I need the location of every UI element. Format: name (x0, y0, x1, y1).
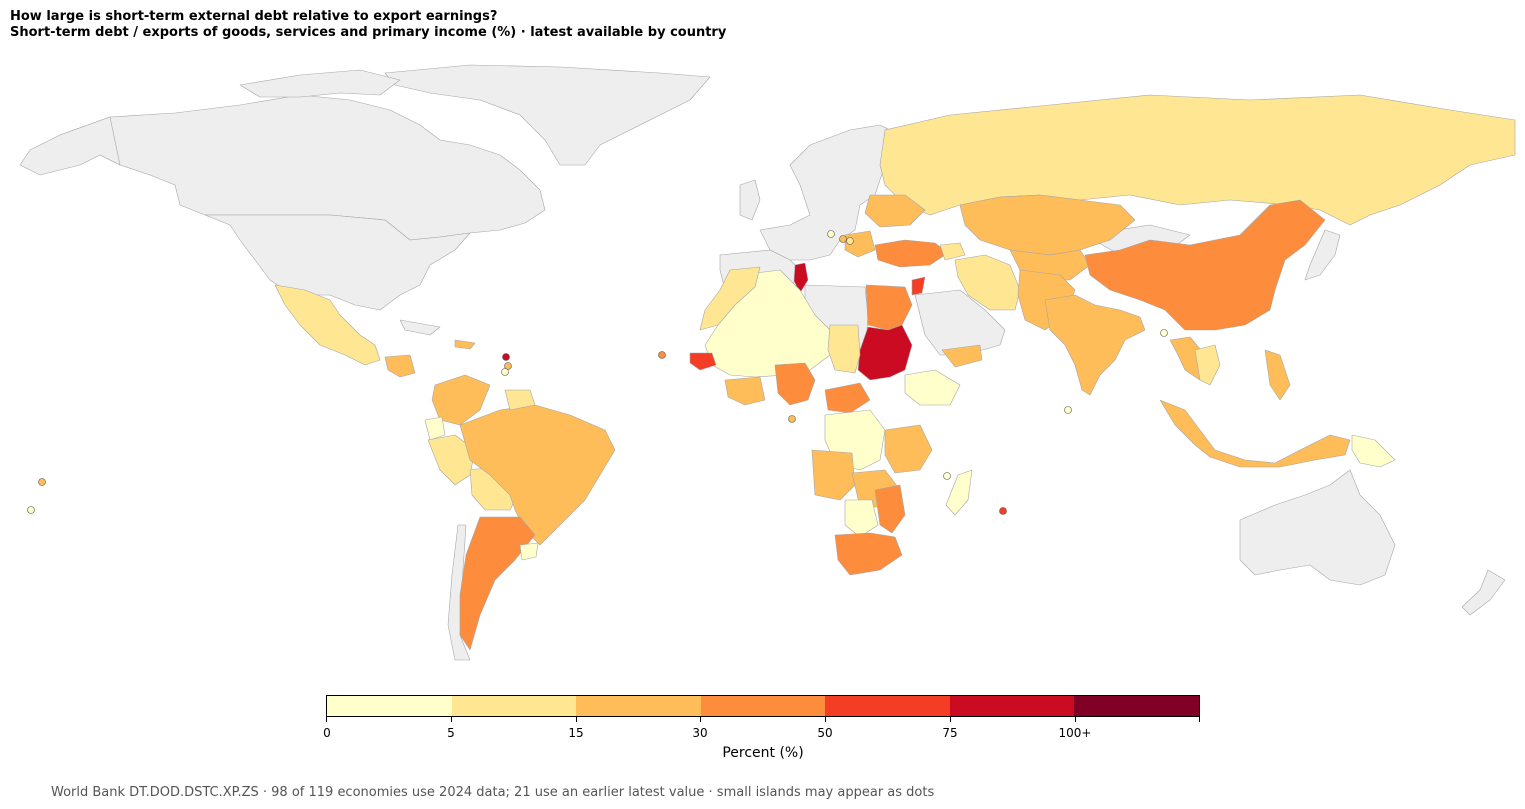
legend-color-bar (326, 695, 1200, 717)
peru (427, 434, 476, 486)
mexico (274, 284, 381, 366)
island-dot-caribbean-1 (502, 353, 510, 361)
russia (879, 94, 1516, 226)
balkans (844, 230, 876, 258)
saudi-arabia (914, 289, 1006, 356)
morocco-mauritania (699, 266, 761, 331)
europe-north (759, 124, 901, 261)
legend-title: Percent (%) (722, 745, 804, 761)
caribbean-islands (454, 339, 476, 350)
kazakhstan (959, 194, 1136, 256)
brazil (459, 404, 616, 546)
island-dot-europe-3 (846, 237, 854, 245)
island-dot-seychelles (943, 472, 951, 480)
legend-bin-50-75 (825, 696, 950, 716)
alaska (19, 116, 121, 176)
map-title: How large is short-term external debt re… (10, 9, 726, 41)
island-dot-caribbean-2 (504, 362, 512, 370)
legend-tick (950, 717, 951, 722)
island-dot-europe-1 (827, 230, 835, 238)
china (1084, 199, 1326, 331)
tunisia (793, 262, 809, 294)
island-dot-sao-tome (788, 415, 796, 423)
jordan-lebanon (911, 276, 926, 296)
legend-tick-label: 50 (817, 726, 833, 740)
madagascar (945, 469, 973, 516)
island-dot-cabo-verde (658, 351, 666, 359)
legend-tick (1199, 717, 1200, 722)
island-dot-pacific-2 (27, 506, 35, 514)
chad (827, 324, 861, 374)
ethiopia-region (904, 369, 961, 406)
island-dot-maldives (1064, 406, 1072, 414)
world-choropleth-map (19, 64, 1516, 661)
uk (739, 179, 761, 221)
usa (204, 214, 471, 311)
legend-tick (326, 717, 327, 722)
angola (811, 449, 856, 501)
yemen (941, 344, 983, 368)
legend-tick-label: 100+ (1058, 726, 1092, 740)
indonesia (1159, 399, 1351, 468)
botswana-namibia (844, 499, 879, 538)
argentina (459, 516, 536, 651)
vietnam-laos (1194, 344, 1221, 386)
island-dot-mauritius (999, 507, 1007, 515)
new-zealand (1461, 569, 1506, 616)
egypt (865, 284, 913, 331)
legend-tick (1075, 717, 1076, 722)
source-footnote: World Bank DT.DOD.DSTC.XP.ZS · 98 of 119… (51, 785, 935, 800)
iran (954, 254, 1021, 311)
legend-tick-label: 30 (692, 726, 708, 740)
legend-tick (700, 717, 701, 722)
legend-bin-75-100 (949, 696, 1075, 716)
central-african-republic (824, 382, 871, 414)
title-line-2: Short-term debt / exports of goods, serv… (10, 25, 727, 40)
legend-tick-label: 5 (447, 726, 455, 740)
canada (59, 94, 546, 241)
east-africa (884, 424, 933, 474)
papua-new-guinea (1351, 434, 1396, 468)
turkey (874, 239, 949, 268)
caucasus (939, 242, 966, 261)
island-dot-caribbean-3 (501, 368, 509, 376)
chile (447, 524, 471, 661)
colombia-venezuela (431, 374, 491, 426)
ghana-coast (724, 376, 766, 406)
japan (1304, 229, 1341, 281)
uruguay (519, 542, 539, 561)
central-america (384, 354, 416, 378)
title-line-1: How large is short-term external debt re… (10, 9, 498, 24)
south-africa (834, 532, 903, 576)
mozambique (874, 484, 906, 534)
legend-tick-label: 0 (323, 726, 331, 740)
legend-tick (576, 717, 577, 722)
greenland (384, 64, 711, 166)
legend-bin-30-50 (700, 696, 826, 716)
india (1044, 294, 1146, 396)
guianas (504, 389, 536, 411)
island-dot-sri-lanka (1160, 329, 1168, 337)
ukraine (864, 194, 926, 228)
sudan (857, 324, 913, 381)
legend-bin-0-5 (327, 696, 452, 716)
legend-tick-label: 15 (568, 726, 584, 740)
legend-tick-label: 75 (942, 726, 958, 740)
legend-bin-100-plus (1074, 696, 1200, 716)
ecuador (424, 416, 446, 441)
philippines (1264, 349, 1291, 401)
senegal (689, 352, 717, 371)
legend-bin-5-15 (451, 696, 577, 716)
island-dot-pacific-1 (38, 478, 46, 486)
legend-tick (825, 717, 826, 722)
australia (1239, 469, 1396, 586)
island-dot-europe-2 (839, 235, 847, 243)
nigeria (774, 362, 816, 406)
arctic-archipelago (239, 69, 401, 98)
legend-tick (451, 717, 452, 722)
antilles-no-data (399, 319, 441, 336)
legend-bin-15-30 (576, 696, 701, 716)
